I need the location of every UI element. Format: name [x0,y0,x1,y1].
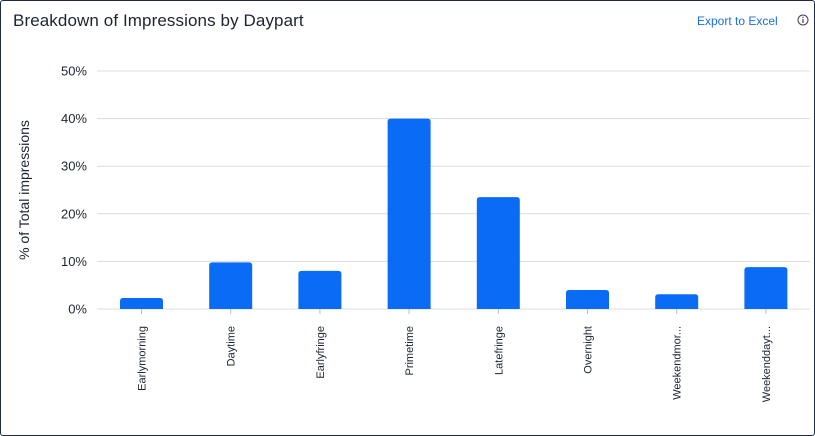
y-tick-label: 40% [61,111,87,126]
bar-primetime[interactable] [387,118,431,309]
chart-title: Breakdown of Impressions by Daypart [13,11,304,30]
x-category-label: Weekenddayt... [761,326,773,402]
gridlines [97,70,810,310]
x-category-label: Overnight [583,326,595,374]
y-tick-label: 50% [61,64,87,79]
info-circle-icon[interactable] [797,14,809,26]
x-axis-categories: Earlymorning Daytime Earlyfringe Primetime L… [137,309,773,402]
y-axis-ticks: 0% 10% 20% 30% 40% 50% [61,64,87,317]
y-tick-label: 20% [61,206,87,221]
bar-earlymorning[interactable] [120,298,163,309]
x-category-label: Primetime [404,326,416,376]
bar-weekendmor[interactable] [655,294,699,309]
bar-daytime[interactable] [209,262,253,309]
bar-earlyfringe[interactable] [298,270,342,309]
y-tick-label: 0% [68,302,87,317]
x-category-label: Daytime [226,326,238,366]
bar-weekenddayt[interactable] [744,267,788,309]
bar-latefringe[interactable] [476,197,520,309]
y-tick-label: 30% [61,159,87,174]
export-to-excel-link[interactable]: Export to Excel [697,14,778,28]
bar-overnight[interactable] [566,289,609,309]
y-axis-title: % of Total impressions [16,120,32,260]
y-tick-label: 10% [61,254,87,269]
x-category-label: Earlyfringe [315,326,327,379]
x-category-label: Earlymorning [137,326,149,391]
x-category-label: Weekendmor... [672,326,684,400]
bars [120,118,788,309]
x-category-label: Latefringe [493,326,505,375]
